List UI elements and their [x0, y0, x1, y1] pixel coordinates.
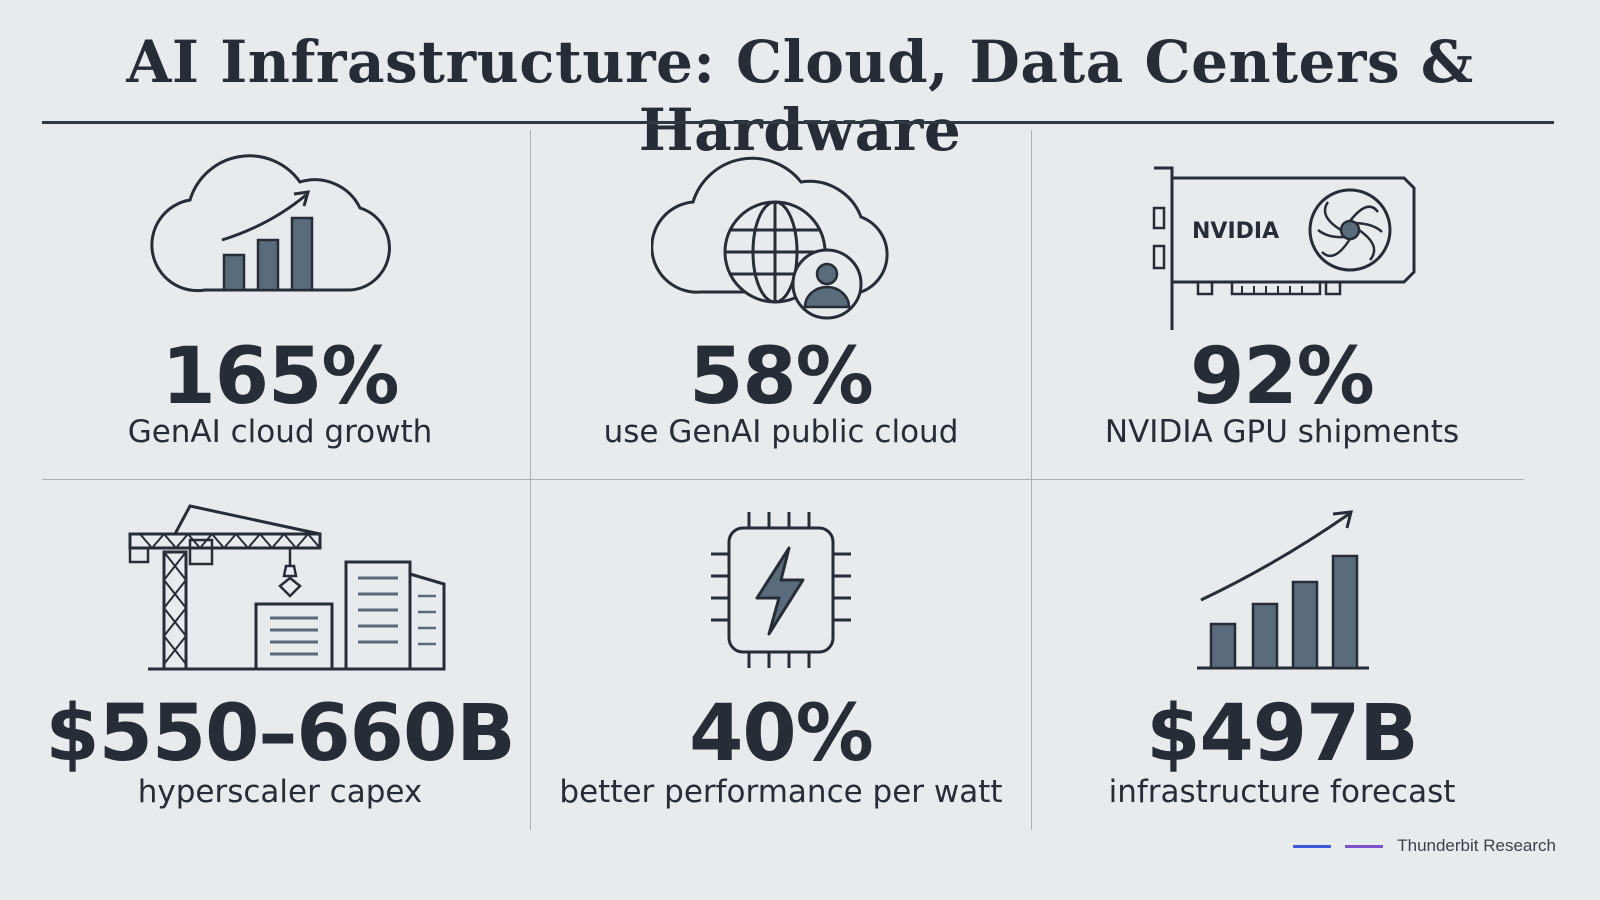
- page-title: AI Infrastructure: Cloud, Data Centers &…: [126, 28, 1474, 164]
- cloud-globe-user-icon: [651, 156, 889, 320]
- footer-accent-bar: [1293, 844, 1332, 848]
- stat-label: better performance per watt: [559, 774, 1003, 810]
- stat-value: $550–660B: [45, 689, 515, 779]
- stat-label: GenAI cloud growth: [127, 414, 433, 450]
- stat-value: $497B: [1146, 689, 1419, 779]
- crane-buildings-icon: [128, 504, 446, 671]
- stat-card: 40% better performance per watt: [531, 480, 1031, 840]
- stat-label: infrastructure forecast: [1108, 774, 1456, 810]
- stat-value: 40%: [689, 689, 874, 779]
- stat-label: hyperscaler capex: [137, 774, 423, 810]
- stat-label: use GenAI public cloud: [603, 414, 959, 450]
- footer-source: Thunderbit Research: [1293, 836, 1556, 856]
- title-divider: [42, 121, 1554, 124]
- grid-divider: [530, 130, 531, 830]
- gpu-brand-text: NVIDIA: [1192, 219, 1279, 244]
- stat-value: 58%: [689, 332, 874, 422]
- stat-label: NVIDIA GPU shipments: [1104, 414, 1460, 450]
- stat-card: 58% use GenAI public cloud: [531, 130, 1031, 490]
- stat-value: 165%: [161, 332, 400, 422]
- stat-card: 165% GenAI cloud growth: [30, 130, 530, 490]
- stat-card: NVIDIA 92% NVIDIA GPU shipments: [1032, 130, 1532, 490]
- cloud-growth-chart-icon: [150, 154, 391, 293]
- chip-lightning-icon: [711, 512, 851, 668]
- stat-value: 92%: [1190, 332, 1375, 422]
- gpu-card-icon: NVIDIA: [1152, 166, 1416, 330]
- stat-card: $497B infrastructure forecast: [1032, 480, 1532, 840]
- grid-divider: [1031, 130, 1032, 830]
- stat-card: $550–660B hyperscaler capex: [30, 480, 530, 840]
- source-credit: Thunderbit Research: [1397, 836, 1556, 855]
- footer-accent-bar: [1345, 844, 1384, 848]
- grid-divider: [42, 479, 1524, 480]
- bar-chart-growth-icon: [1197, 510, 1369, 670]
